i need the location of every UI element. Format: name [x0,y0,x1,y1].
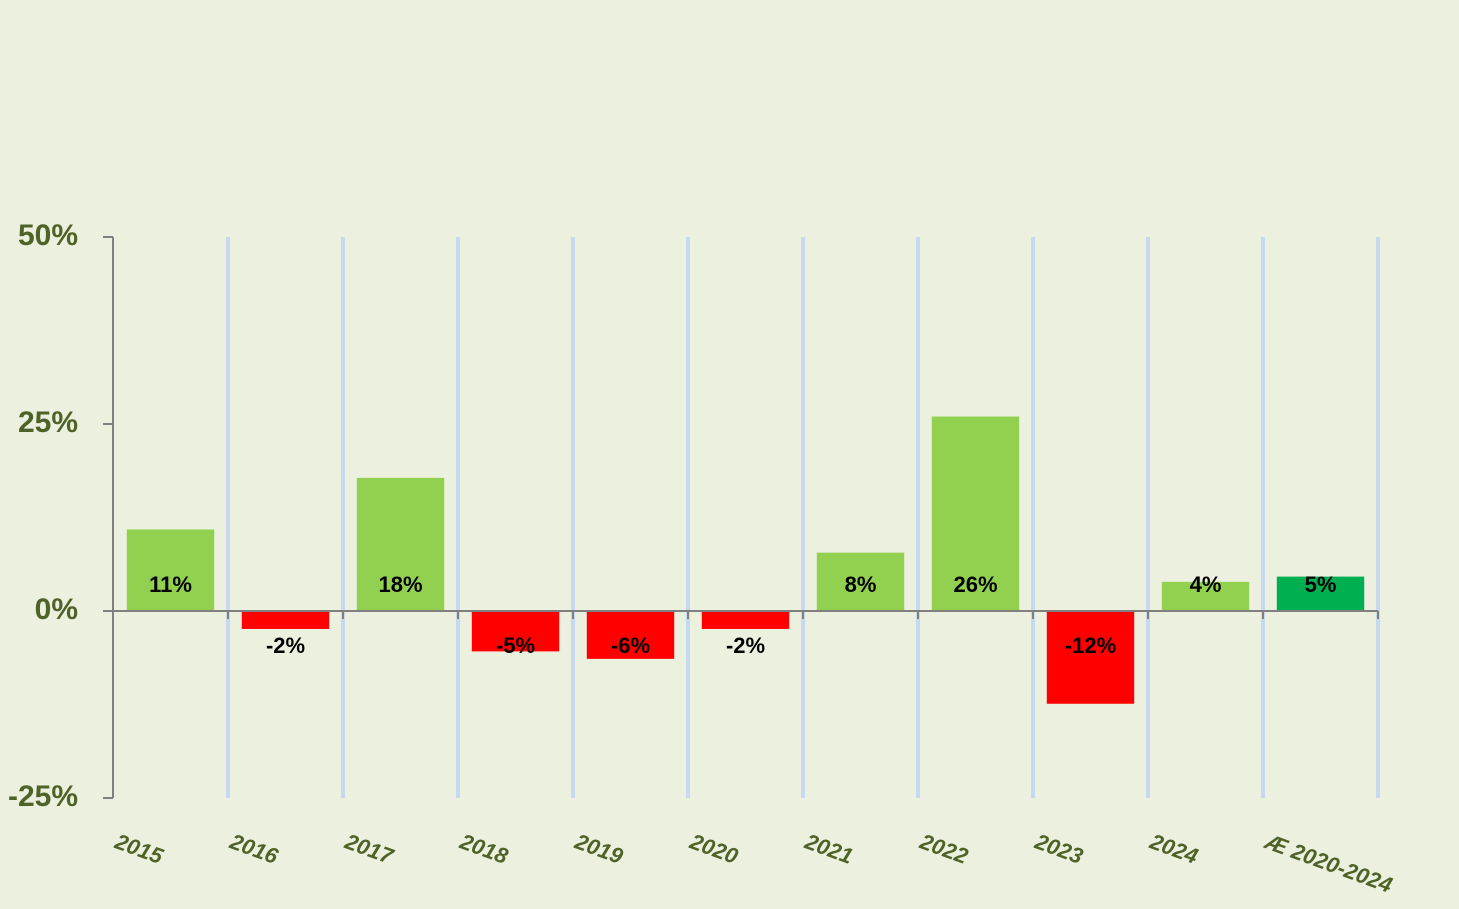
x-tick-label: Æ 2020-2024 [1260,828,1396,898]
x-tick-label: 2022 [916,828,972,869]
y-tick-label: 25% [18,406,78,439]
y-tick-label: -25% [8,780,78,813]
bar [1046,611,1135,704]
data-label: 18% [378,572,422,597]
x-tick-label: 2015 [111,828,167,869]
y-tick-label: 0% [35,593,78,626]
bar [471,611,560,652]
bar [1161,581,1250,611]
x-tick-label: 2020 [686,828,742,869]
bar [701,611,790,629]
bar [241,611,330,629]
data-label: -2% [726,633,765,658]
data-label: -5% [496,633,535,658]
x-tick-label: 2021 [801,828,856,869]
bar [126,529,215,611]
y-tick-label: 50% [18,219,78,252]
data-label: 11% [149,572,192,597]
x-tick-label: 2016 [226,828,282,869]
bar [356,477,445,611]
x-tick-label: 2023 [1031,828,1086,869]
data-label: 8% [845,572,877,597]
data-label: 4% [1190,572,1222,597]
bar [816,552,905,611]
x-tick-label: 2024 [1146,828,1201,869]
bar [931,416,1020,611]
bar [586,611,675,659]
data-label: -2% [266,633,305,658]
x-tick-label: 2018 [456,828,512,869]
data-label: 26% [953,572,997,597]
data-label: -12% [1065,633,1116,658]
data-label: 5% [1305,572,1337,597]
x-tick-label: 2017 [341,828,398,869]
x-tick-label: 2019 [571,828,627,869]
bar [1276,576,1365,611]
data-label: -6% [611,633,650,658]
